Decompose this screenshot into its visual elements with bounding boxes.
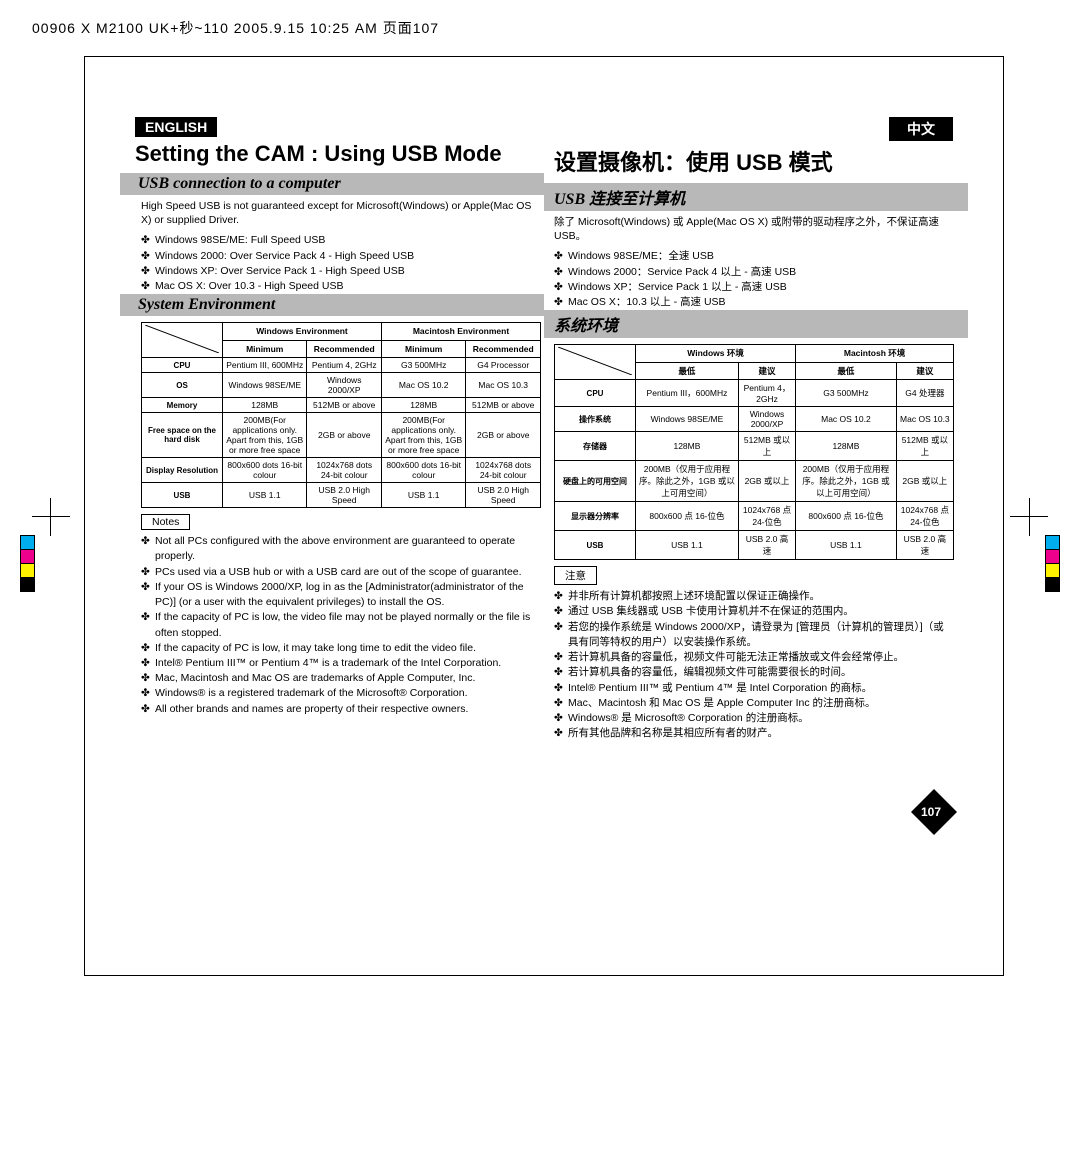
table-row: Display Resolution800x600 dots 16-bit co…: [142, 458, 541, 483]
table-row: 操作系统Windows 98SE/MEWindows 2000/XPMac OS…: [555, 407, 954, 432]
left-column: ENGLISH Setting the CAM : Using USB Mode…: [85, 57, 544, 975]
list-item: ✤Windows® 是 Microsoft® Corporation 的注册商标…: [554, 711, 953, 726]
list-item: ✤PCs used via a USB hub or with a USB ca…: [141, 565, 544, 580]
right-column: 中文 设置摄像机：使用 USB 模式 USB 连接至计算机 除了 Microso…: [544, 57, 1003, 975]
table-row: Free space on the hard disk200MB(For app…: [142, 413, 541, 458]
list-item: ✤If the capacity of PC is low, it may ta…: [141, 641, 544, 656]
list-item: ✤Windows 2000：Service Pack 4 以上 - 高速 USB: [554, 265, 953, 280]
list-item: ✤If the capacity of PC is low, the video…: [141, 610, 544, 640]
list-item: ✤若计算机具备的容量低，视频文件可能无法正常播放或文件会经常停止。: [554, 650, 953, 665]
list-item: ✤Windows 98SE/ME: Full Speed USB: [141, 233, 544, 248]
table-row: Memory128MB512MB or above128MB512MB or a…: [142, 398, 541, 413]
table-row: USBUSB 1.1USB 2.0 高速USB 1.1USB 2.0 高速: [555, 531, 954, 560]
intro-en: High Speed USB is not guaranteed except …: [85, 195, 544, 233]
lang-tag-chinese: 中文: [889, 117, 953, 141]
list-item: ✤Windows XP: Over Service Pack 1 - High …: [141, 264, 544, 279]
spec-table-zh: Windows 环境 Macintosh 环境 最低建议 最低建议 CPUPen…: [554, 344, 954, 560]
notes-label-en: Notes: [141, 514, 190, 530]
list-item: ✤Not all PCs configured with the above e…: [141, 534, 544, 564]
list-item: ✤Windows® is a registered trademark of t…: [141, 686, 544, 701]
list-item: ✤Windows 2000: Over Service Pack 4 - Hig…: [141, 249, 544, 264]
table-row: OSWindows 98SE/MEWindows 2000/XPMac OS 1…: [142, 373, 541, 398]
reg-mark: [50, 498, 51, 536]
page-number: 107: [921, 805, 941, 819]
page-title-zh: 设置摄像机：使用 USB 模式: [544, 143, 1003, 183]
color-swatch: [20, 535, 35, 591]
spec-table-en: Windows Environment Macintosh Environmen…: [141, 322, 541, 508]
table-row: 硬盘上的可用空间200MB（仅用于应用程序。除此之外，1GB 或以上可用空间）2…: [555, 461, 954, 502]
table-row: 存储器128MB512MB 或以上128MB512MB 或以上: [555, 432, 954, 461]
list-item: ✤If your OS is Windows 2000/XP, log in a…: [141, 580, 544, 610]
list-item: ✤Intel® Pentium III™ 或 Pentium 4™ 是 Inte…: [554, 681, 953, 696]
list-usb-en: ✤Windows 98SE/ME: Full Speed USB✤Windows…: [85, 233, 544, 294]
subhead-sysenv-zh: 系统环境: [544, 310, 968, 338]
list-item: ✤Mac, Macintosh and Mac OS are trademark…: [141, 671, 544, 686]
list-item: ✤所有其他品牌和名称是其相应所有者的财产。: [554, 726, 953, 741]
list-item: ✤Intel® Pentium III™ or Pentium 4™ is a …: [141, 656, 544, 671]
list-usb-zh: ✤Windows 98SE/ME：全速 USB✤Windows 2000：Ser…: [544, 249, 1003, 310]
subhead-usb-en: USB connection to a computer: [120, 173, 544, 195]
subhead-sysenv-en: System Environment: [120, 294, 544, 316]
list-item: ✤All other brands and names are property…: [141, 702, 544, 717]
list-item: ✤Mac、Macintosh 和 Mac OS 是 Apple Computer…: [554, 696, 953, 711]
list-item: ✤Windows XP：Service Pack 1 以上 - 高速 USB: [554, 280, 953, 295]
list-item: ✤若您的操作系统是 Windows 2000/XP，请登录为 [管理员（计算机的…: [554, 620, 953, 650]
list-item: ✤Mac OS X: Over 10.3 - High Speed USB: [141, 279, 544, 294]
list-item: ✤并非所有计算机都按照上述环境配置以保证正确操作。: [554, 589, 953, 604]
reg-mark: [1029, 498, 1030, 536]
lang-tag-english: ENGLISH: [135, 117, 217, 137]
list-item: ✤通过 USB 集线器或 USB 卡使用计算机并不在保证的范围内。: [554, 604, 953, 619]
list-item: ✤Mac OS X：10.3 以上 - 高速 USB: [554, 295, 953, 310]
page-frame: ENGLISH Setting the CAM : Using USB Mode…: [84, 56, 1004, 976]
color-swatch: [1045, 535, 1060, 591]
intro-zh: 除了 Microsoft(Windows) 或 Apple(Mac OS X) …: [544, 211, 1003, 249]
page-title-en: Setting the CAM : Using USB Mode: [85, 139, 544, 173]
reg-mark: [32, 516, 70, 517]
subhead-usb-zh: USB 连接至计算机: [544, 183, 968, 211]
notes-list-zh: ✤并非所有计算机都按照上述环境配置以保证正确操作。✤通过 USB 集线器或 US…: [544, 589, 1003, 741]
notes-list-en: ✤Not all PCs configured with the above e…: [85, 534, 544, 717]
table-row: CPUPentium III，600MHzPentium 4，2GHzG3 50…: [555, 380, 954, 407]
table-row: 显示器分辨率800x600 点 16-位色1024x768 点 24-位色800…: [555, 502, 954, 531]
notes-label-zh: 注意: [554, 566, 597, 585]
table-row: CPUPentium III, 600MHzPentium 4, 2GHzG3 …: [142, 358, 541, 373]
list-item: ✤若计算机具备的容量低，编辑视频文件可能需要很长的时间。: [554, 665, 953, 680]
list-item: ✤Windows 98SE/ME：全速 USB: [554, 249, 953, 264]
page-number-badge: 107: [911, 789, 957, 835]
crop-header: 00906 X M2100 UK+秒~110 2005.9.15 10:25 A…: [32, 18, 439, 38]
table-row: USBUSB 1.1USB 2.0 High SpeedUSB 1.1USB 2…: [142, 483, 541, 508]
